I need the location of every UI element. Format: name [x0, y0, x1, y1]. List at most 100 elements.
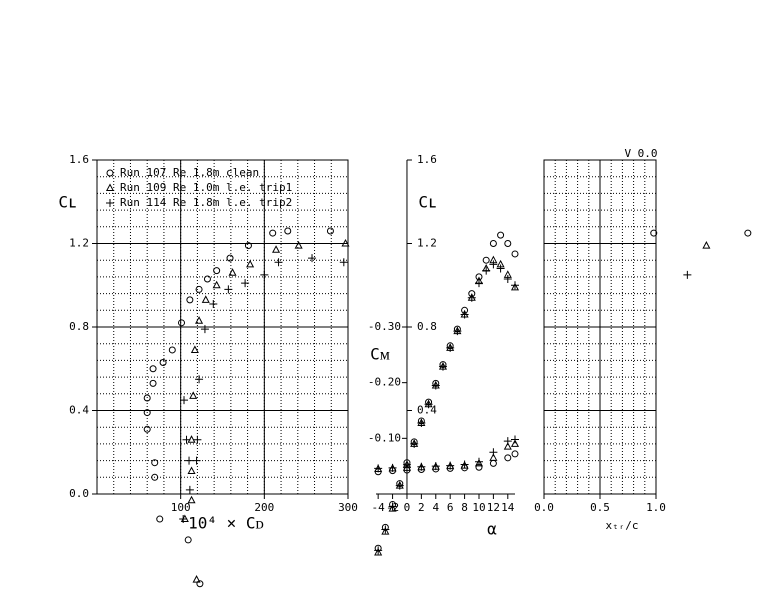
marker: [212, 280, 221, 289]
marker: [388, 502, 397, 511]
marker: [187, 466, 196, 475]
marker: [196, 580, 204, 588]
marker: [185, 456, 194, 465]
x-tick-label: 0.0: [534, 501, 554, 514]
x-tick-label: 12: [487, 501, 500, 514]
marker: [702, 241, 711, 249]
marker: [744, 229, 752, 237]
marker: [143, 394, 151, 402]
marker: [260, 270, 269, 279]
marker: [143, 409, 151, 417]
x-tick-label: 2: [418, 501, 425, 514]
y-tick-label: 0.0: [69, 487, 89, 500]
marker: [209, 300, 218, 309]
marker: [195, 375, 204, 384]
marker: [294, 241, 303, 249]
marker: [159, 358, 167, 366]
marker: [489, 260, 498, 269]
x-tick-label: 4: [432, 501, 439, 514]
y2-axis-label: Cᴍ: [370, 345, 390, 364]
marker: [224, 285, 233, 294]
marker: [200, 325, 209, 334]
marker: [244, 242, 252, 250]
y-tick-label: 0.4: [69, 404, 89, 417]
marker: [190, 345, 199, 353]
marker: [192, 456, 201, 465]
marker: [511, 281, 519, 290]
marker: [467, 293, 476, 302]
marker: [489, 453, 498, 461]
marker: [388, 463, 397, 472]
marker: [510, 439, 520, 447]
marker: [213, 267, 221, 275]
marker: [417, 462, 426, 471]
marker: [504, 240, 512, 247]
x-tick-label: -4: [372, 501, 386, 514]
marker: [417, 419, 426, 428]
marker: [151, 473, 159, 481]
marker: [510, 282, 520, 291]
marker: [381, 525, 390, 534]
marker: [489, 459, 497, 467]
x-tick-label: 1.0: [646, 501, 666, 514]
y2-tick-label: -0.10: [368, 431, 401, 444]
marker: [496, 264, 505, 273]
marker: [497, 231, 505, 239]
x-tick-label: 0: [404, 501, 411, 514]
y-tick-label: 1.6: [69, 153, 89, 166]
marker: [241, 279, 250, 288]
marker: [339, 258, 348, 267]
marker: [269, 229, 277, 237]
marker: [511, 435, 519, 444]
x-tick-label: 6: [447, 501, 454, 514]
x-tick-label: 10: [472, 501, 485, 514]
y-tick-label: 0.8: [69, 320, 89, 333]
x-tick-label: 14: [501, 501, 515, 514]
x-tick-label: 200: [254, 501, 274, 514]
marker: [272, 245, 281, 253]
marker: [453, 327, 462, 336]
marker: [374, 464, 383, 473]
x-tick-label: 0.5: [590, 501, 610, 514]
marker: [193, 435, 202, 444]
marker: [504, 454, 512, 462]
marker: [308, 254, 317, 263]
marker: [192, 575, 201, 583]
y2-tick-label: -0.30: [368, 320, 401, 333]
marker: [511, 450, 519, 458]
marker: [489, 240, 497, 247]
x-tick-label: 300: [338, 501, 358, 514]
marker: [106, 199, 114, 207]
annotation: V 0.0: [624, 147, 657, 160]
marker: [503, 274, 512, 283]
marker: [446, 461, 455, 470]
legend-label: Run 107 Re 1.8m clean: [120, 166, 259, 179]
x-axis-label: xₜᵣ/c: [605, 519, 638, 532]
marker: [228, 268, 237, 276]
marker: [474, 457, 483, 466]
marker: [180, 396, 189, 405]
marker: [424, 400, 433, 409]
marker: [226, 254, 234, 262]
marker: [326, 227, 334, 235]
marker: [156, 515, 164, 523]
marker: [489, 448, 498, 457]
marker: [201, 295, 210, 303]
marker: [143, 425, 151, 433]
x-tick-label: 8: [461, 501, 468, 514]
marker: [431, 462, 440, 471]
marker: [203, 275, 211, 283]
y-tick-label: 1.2: [417, 237, 437, 250]
marker: [388, 504, 397, 512]
marker: [149, 365, 157, 373]
legend-label: Run 114 Re 1.8m l.e. trip2: [120, 196, 292, 209]
marker: [106, 169, 114, 177]
x-tick-label: 100: [171, 501, 191, 514]
marker: [503, 442, 512, 450]
marker: [168, 346, 176, 354]
marker: [503, 437, 512, 446]
marker: [105, 183, 115, 191]
marker: [374, 546, 383, 555]
marker: [189, 391, 198, 399]
y-axis-label: Cʟ: [418, 193, 437, 212]
